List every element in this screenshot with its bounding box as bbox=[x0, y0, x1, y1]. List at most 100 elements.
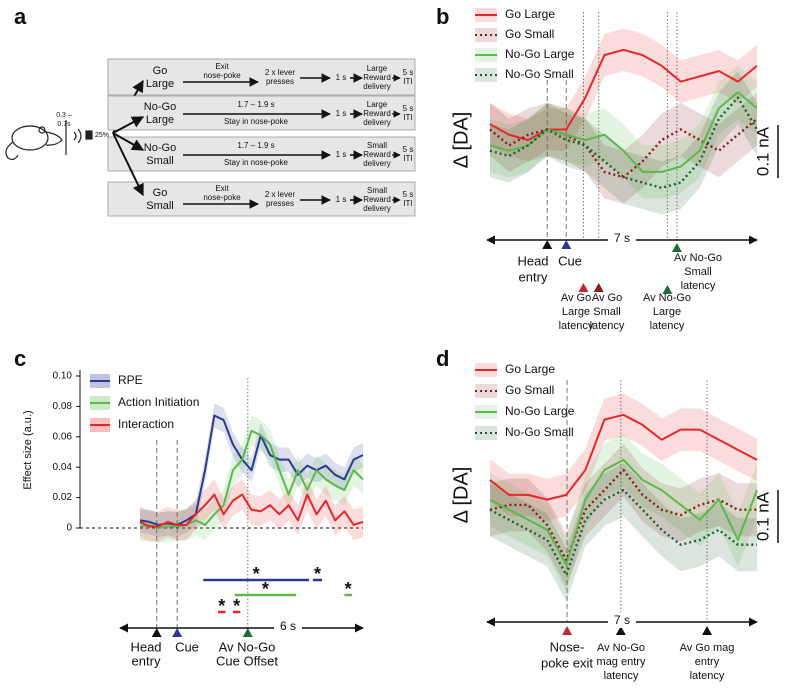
data-line bbox=[489, 488, 757, 577]
event-label: Small bbox=[684, 266, 712, 278]
event-label: Av No-Go bbox=[597, 642, 645, 654]
data-line bbox=[489, 413, 758, 501]
delay-label: 1 s bbox=[336, 150, 347, 159]
delay-label: 1 s bbox=[336, 73, 347, 82]
data-line bbox=[489, 458, 758, 566]
outcome-label: Small bbox=[367, 186, 387, 195]
iti-label: 5 s bbox=[403, 104, 414, 113]
error-band bbox=[490, 463, 757, 602]
outcome-label: Reward bbox=[363, 109, 391, 118]
event-marker bbox=[593, 283, 604, 292]
outcome-label: delivery bbox=[363, 118, 391, 127]
event-label: Cue bbox=[175, 639, 199, 654]
event-label: latency bbox=[559, 320, 594, 332]
time-label: 7 s bbox=[614, 231, 630, 245]
panel-label: a bbox=[14, 4, 27, 29]
y-axis-label: Δ [DA] bbox=[450, 467, 472, 524]
outcome-label: Large bbox=[367, 64, 388, 73]
significance-marker: * bbox=[262, 579, 269, 599]
event-marker bbox=[662, 285, 673, 294]
response-label: presses bbox=[266, 77, 294, 86]
event-label: Large bbox=[653, 306, 681, 318]
y-tick-label: 0.08 bbox=[53, 401, 73, 412]
time-label-bg bbox=[608, 614, 636, 628]
event-label: latency bbox=[690, 670, 725, 682]
event-label: entry bbox=[695, 656, 720, 668]
panel-label: b bbox=[436, 4, 449, 29]
legend-label: Go Small bbox=[505, 383, 554, 397]
response-label: 2 x lever bbox=[265, 190, 296, 199]
outcome-label: delivery bbox=[363, 82, 391, 91]
action-label: 1.7 – 1.9 s bbox=[237, 141, 274, 150]
event-label: poke exit bbox=[541, 655, 593, 670]
outcome-label: delivery bbox=[363, 204, 391, 213]
event-marker bbox=[702, 626, 713, 635]
legend-label: RPE bbox=[118, 373, 143, 387]
y-tick-label: 0 bbox=[66, 523, 72, 534]
iti-label: ITI bbox=[403, 77, 412, 86]
delay-label: 1 s bbox=[336, 109, 347, 118]
mouse-icon bbox=[5, 120, 93, 161]
event-label: Head bbox=[130, 639, 161, 654]
event-label: Nose- bbox=[550, 639, 585, 654]
timing-label: 0.3 – bbox=[56, 112, 72, 119]
timing-label: 0.7s bbox=[57, 121, 71, 128]
response-label: presses bbox=[266, 199, 294, 208]
arrow bbox=[112, 132, 145, 151]
data-line bbox=[489, 96, 759, 190]
event-label: entry bbox=[519, 269, 548, 284]
time-label-bg bbox=[274, 620, 302, 634]
y-tick-label: 0.06 bbox=[53, 431, 73, 442]
event-marker bbox=[242, 628, 253, 637]
event-label: Av Go bbox=[592, 292, 622, 304]
event-label: latency bbox=[681, 280, 716, 292]
significance-marker: * bbox=[314, 564, 321, 584]
y-tick-label: 0.04 bbox=[53, 462, 73, 473]
error-band bbox=[490, 393, 757, 521]
data-line bbox=[489, 117, 758, 179]
event-label: latency bbox=[650, 320, 685, 332]
outcome-label: Small bbox=[367, 141, 387, 150]
error-band bbox=[490, 28, 757, 162]
event-label: Small bbox=[593, 306, 621, 318]
error-band bbox=[490, 71, 757, 215]
trial-label: Small bbox=[146, 155, 174, 167]
event-label: Av Go mag bbox=[680, 642, 735, 654]
trial-label: Large bbox=[146, 78, 174, 90]
event-label: Head bbox=[517, 253, 548, 268]
arrow bbox=[112, 132, 144, 197]
legend-label: No-Go Small bbox=[505, 425, 574, 439]
action-label: nose-poke bbox=[203, 71, 241, 80]
trial-label: No-Go bbox=[144, 142, 176, 154]
iti-label: ITI bbox=[403, 113, 412, 122]
event-label: Av No-Go bbox=[219, 639, 276, 654]
event-label: Av No-Go bbox=[643, 292, 691, 304]
event-marker bbox=[615, 626, 626, 635]
trial-box bbox=[107, 136, 416, 172]
outcome-label: Large bbox=[367, 100, 388, 109]
legend-label: No-Go Large bbox=[505, 47, 575, 61]
event-label: Av Go bbox=[561, 292, 591, 304]
legend-label: Go Small bbox=[505, 27, 554, 41]
event-marker bbox=[151, 628, 162, 637]
event-marker bbox=[172, 628, 183, 637]
legend-label: Go Large bbox=[505, 362, 555, 376]
legend-label: No-Go Large bbox=[505, 404, 575, 418]
time-label: 6 s bbox=[280, 619, 296, 633]
iti-label: 5 s bbox=[403, 68, 414, 77]
panel-label: d bbox=[436, 346, 449, 371]
legend-label: Interaction bbox=[118, 417, 174, 431]
data-line bbox=[489, 468, 757, 562]
outcome-label: Reward bbox=[363, 195, 391, 204]
time-label: 7 s bbox=[614, 613, 630, 627]
panel-label: c bbox=[14, 346, 26, 371]
iti-label: 5 s bbox=[403, 145, 414, 154]
event-marker bbox=[561, 240, 572, 249]
trial-box bbox=[107, 58, 416, 96]
scale-bar-label: 0.1 nA bbox=[753, 491, 772, 541]
significance-marker: * bbox=[233, 596, 240, 616]
data-line bbox=[139, 493, 364, 528]
trial-label: No-Go bbox=[144, 101, 176, 113]
significance-marker: * bbox=[253, 564, 260, 584]
